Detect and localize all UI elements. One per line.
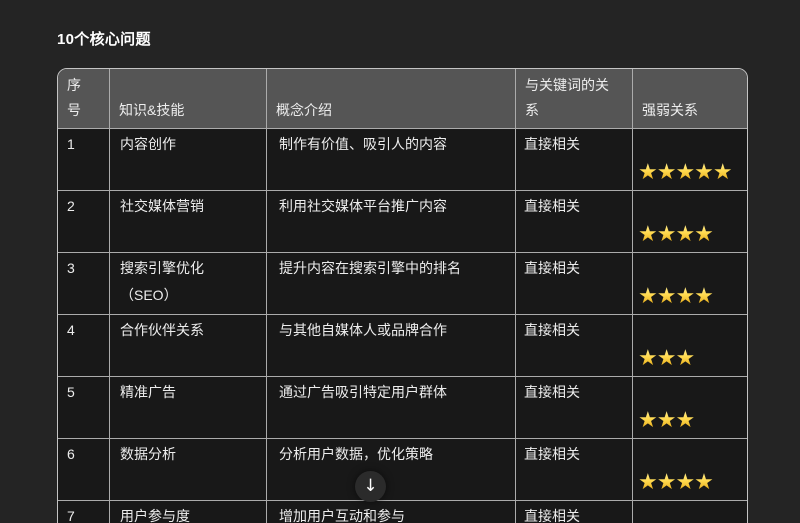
star-rating: ★★★★ — [638, 283, 714, 308]
table-row: 6 数据分析 分析用户数据，优化策略 直接相关 ★★★★ — [58, 438, 747, 501]
star-rating: ★★★ — [638, 345, 695, 370]
table-body: 1 内容创作 制作有价值、吸引人的内容 直接相关 ★★★★★ 2 社交媒体营销 … — [58, 128, 747, 523]
stars-cell: ★★★★ — [632, 438, 747, 501]
stars-cell: ★★★★ — [632, 190, 747, 253]
table-row: 5 精准广告 通过广告吸引特定用户群体 直接相关 ★★★ — [58, 376, 747, 439]
col-header-relation: 与关键词的关 系 — [515, 69, 633, 129]
relation-cell: 直接相关 — [515, 500, 633, 523]
col-header-skill: 知识&技能 — [109, 69, 267, 129]
stars-cell: ★★★★ — [632, 252, 747, 315]
table-row: 2 社交媒体营销 利用社交媒体平台推广内容 直接相关 ★★★★ — [58, 190, 747, 253]
relation-cell: 直接相关 — [515, 128, 633, 191]
table-row: 3 搜索引擎优化 （SEO） 提升内容在搜索引擎中的排名 直接相关 ★★★★ — [58, 252, 747, 315]
row-number-cell: 1 — [58, 128, 110, 191]
concept-cell: 利用社交媒体平台推广内容 — [266, 190, 516, 253]
stars-cell: ★★★★★ — [632, 500, 747, 523]
stars-cell: ★★★★★ — [632, 128, 747, 191]
skill-cell: 搜索引擎优化 （SEO） — [109, 252, 267, 315]
concept-cell: 增加用户互动和参与 — [266, 500, 516, 523]
page-title: 10个核心问题 — [57, 31, 151, 48]
star-rating: ★★★★ — [638, 221, 714, 246]
star-rating: ★★★★ — [638, 469, 714, 494]
down-arrow-icon: ↓ — [363, 476, 378, 496]
concept-cell: 分析用户数据，优化策略 — [266, 438, 516, 501]
row-number-cell: 5 — [58, 376, 110, 439]
relation-cell: 直接相关 — [515, 190, 633, 253]
skill-cell: 精准广告 — [109, 376, 267, 439]
header-row: 序 号 知识&技能 概念介绍 与关键词的关 系 强弱关系 — [58, 69, 747, 129]
table-row: 7 用户参与度 增加用户互动和参与 直接相关 ★★★★★ — [58, 500, 747, 523]
concept-cell: 提升内容在搜索引擎中的排名 — [266, 252, 516, 315]
concept-cell: 制作有价值、吸引人的内容 — [266, 128, 516, 191]
skill-cell: 社交媒体营销 — [109, 190, 267, 253]
table-row: 4 合作伙伴关系 与其他自媒体人或品牌合作 直接相关 ★★★ — [58, 314, 747, 377]
row-number-cell: 6 — [58, 438, 110, 501]
skill-cell: 合作伙伴关系 — [109, 314, 267, 377]
stars-cell: ★★★ — [632, 376, 747, 439]
table-header: 序 号 知识&技能 概念介绍 与关键词的关 系 强弱关系 — [58, 69, 747, 129]
concept-cell: 通过广告吸引特定用户群体 — [266, 376, 516, 439]
star-rating: ★★★ — [638, 407, 695, 432]
star-rating: ★★★★★ — [638, 159, 733, 184]
relation-cell: 直接相关 — [515, 252, 633, 315]
row-number-cell: 2 — [58, 190, 110, 253]
skill-cell: 数据分析 — [109, 438, 267, 501]
table-row: 1 内容创作 制作有价值、吸引人的内容 直接相关 ★★★★★ — [58, 128, 747, 191]
relation-cell: 直接相关 — [515, 438, 633, 501]
stars-cell: ★★★ — [632, 314, 747, 377]
relation-cell: 直接相关 — [515, 314, 633, 377]
row-number-cell: 7 — [58, 500, 110, 523]
row-number-cell: 3 — [58, 252, 110, 315]
col-header-concept: 概念介绍 — [266, 69, 516, 129]
scroll-down-button[interactable]: ↓ — [355, 471, 386, 502]
data-table: 序 号 知识&技能 概念介绍 与关键词的关 系 强弱关系 1 内容创作 制作有价… — [58, 69, 747, 523]
relation-cell: 直接相关 — [515, 376, 633, 439]
concept-cell: 与其他自媒体人或品牌合作 — [266, 314, 516, 377]
core-questions-table: 序 号 知识&技能 概念介绍 与关键词的关 系 强弱关系 1 内容创作 制作有价… — [57, 68, 748, 523]
col-header-strength: 强弱关系 — [632, 69, 747, 129]
skill-cell: 用户参与度 — [109, 500, 267, 523]
row-number-cell: 4 — [58, 314, 110, 377]
col-header-number: 序 号 — [58, 69, 110, 129]
skill-cell: 内容创作 — [109, 128, 267, 191]
